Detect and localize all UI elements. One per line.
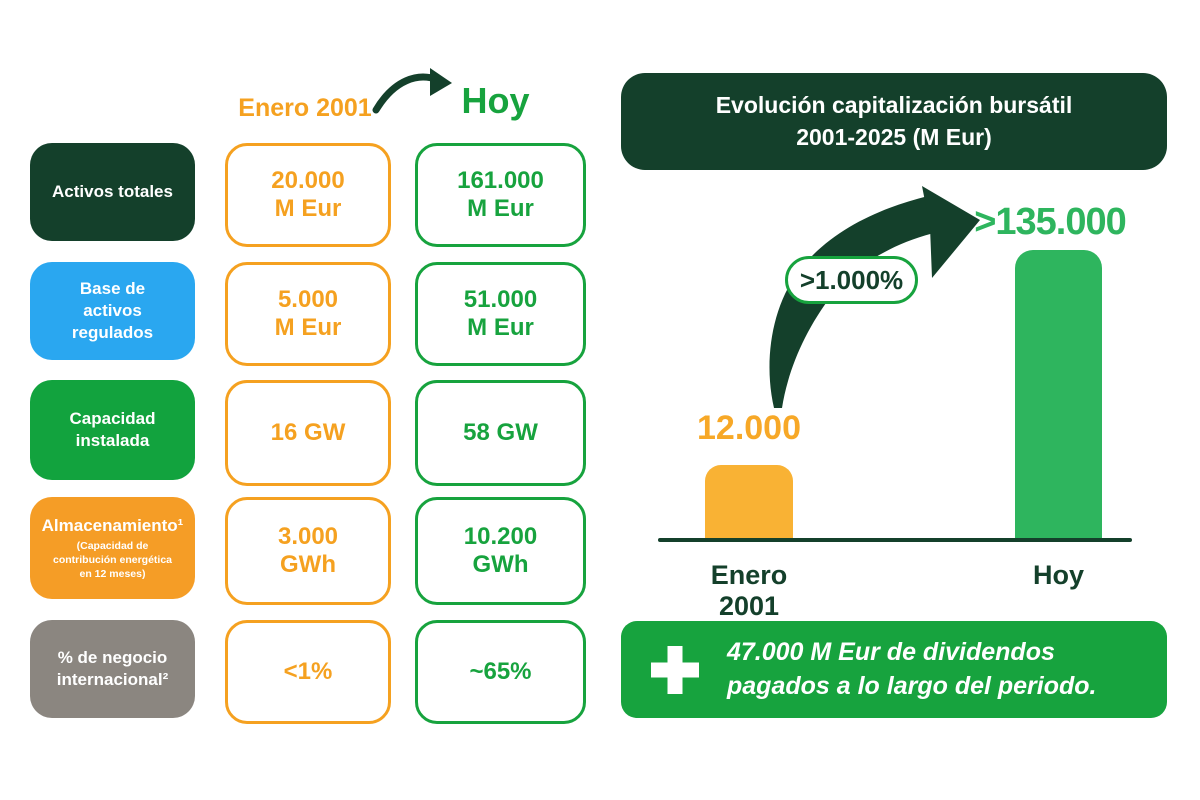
curved-arrow-icon <box>372 68 452 114</box>
bar-enero-2001 <box>705 465 793 539</box>
row-label-text: Capacidad instalada <box>69 408 156 450</box>
value-after-capacidad: 58 GW <box>415 380 586 486</box>
bar-hoy-value-label: >135.000 <box>974 201 1127 243</box>
row-label-negocio-internacional: % de negocio internacional² <box>30 620 195 718</box>
row-label-text: Base de activos regulados <box>71 278 154 343</box>
value-after-base-activos: 51.000 M Eur <box>415 262 586 366</box>
value-before-base-activos: 5.000 M Eur <box>225 262 391 366</box>
value-after-almacenamiento: 10.200 GWh <box>415 497 586 605</box>
value-before-negocio-internacional: <1% <box>225 620 391 724</box>
growth-percentage-badge: >1.000% <box>785 256 918 304</box>
row-label-text: % de negocio internacional² <box>56 647 169 689</box>
value-before-capacidad: 16 GW <box>225 380 391 486</box>
dividends-banner: 47.000 M Eur de dividendos pagados a lo … <box>621 621 1167 718</box>
value-before-almacenamiento: 3.000 GWh <box>225 497 391 605</box>
chart-baseline <box>658 538 1132 542</box>
bar-enero-value-label: 12.000 <box>697 409 801 447</box>
category-label-enero-2001: Enero 2001 <box>710 560 788 621</box>
row-label-text: Almacenamiento¹ <box>41 515 184 535</box>
value-after-activos-totales: 161.000 M Eur <box>415 143 586 247</box>
plus-icon <box>651 645 699 694</box>
value-after-negocio-internacional: ~65% <box>415 620 586 724</box>
row-label-activos-totales: Activos totales <box>30 143 195 241</box>
chart-title: Evolución capitalización bursátil 2001-2… <box>621 73 1167 170</box>
category-label-hoy: Hoy <box>1032 560 1084 590</box>
row-label-almacenamiento: Almacenamiento¹ (Capacidad de contribuci… <box>30 497 195 599</box>
row-label-base-activos-regulados: Base de activos regulados <box>30 262 195 360</box>
column-header-enero-2001: Enero 2001 <box>238 94 372 122</box>
value-before-activos-totales: 20.000 M Eur <box>225 143 391 247</box>
dividends-banner-text: 47.000 M Eur de dividendos pagados a lo … <box>727 637 1097 700</box>
row-label-capacidad-instalada: Capacidad instalada <box>30 380 195 480</box>
row-label-subtext: (Capacidad de contribución energética en… <box>52 539 173 581</box>
column-header-hoy: Hoy <box>461 80 530 121</box>
row-label-text: Activos totales <box>52 181 173 201</box>
bar-hoy <box>1015 250 1102 539</box>
